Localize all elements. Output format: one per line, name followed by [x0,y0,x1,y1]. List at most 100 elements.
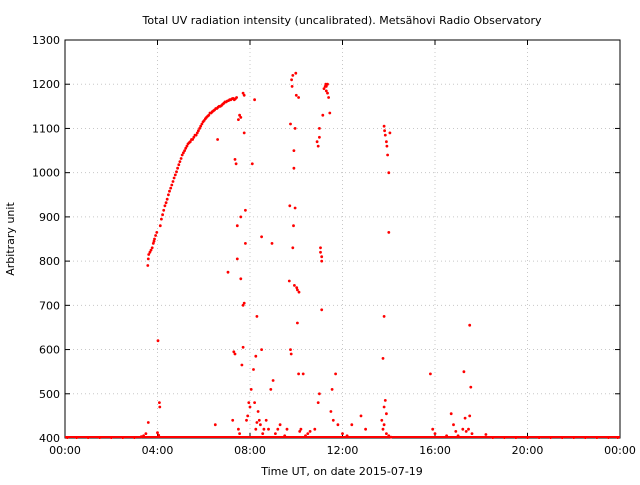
data-point [173,173,177,177]
data-point [293,206,297,210]
data-point [252,368,255,371]
y-tick-label: 400 [39,432,60,445]
data-point [152,239,156,243]
data-point [301,372,305,376]
data-point [244,208,247,212]
data-point [316,401,320,404]
data-point [464,430,468,433]
data-point [216,138,220,141]
data-point [237,118,240,121]
data-point [213,423,217,427]
data-point [329,410,333,413]
data-point [292,224,295,228]
data-point [295,286,299,289]
data-point [146,421,150,424]
data-point [188,140,192,144]
data-point [326,91,329,95]
data-point [171,180,175,183]
data-point [321,113,325,117]
y-tick-label: 900 [39,211,60,224]
data-point [320,308,324,312]
data-point [160,217,163,221]
data-point [383,133,387,137]
y-tick-label: 700 [39,299,60,312]
data-point [232,350,236,354]
data-point [291,74,295,77]
data-point [177,163,181,167]
data-point [182,151,185,155]
data-point [462,370,466,374]
data-point [328,111,332,115]
data-point [270,242,274,245]
data-point [297,290,301,294]
data-point [294,93,298,97]
data-point [253,401,256,404]
data-point [470,432,474,435]
data-point [382,124,386,128]
data-point [164,201,168,205]
data-point [387,231,391,234]
data-point [292,149,296,153]
data-point [150,246,154,250]
data-point [144,432,148,435]
data-point [380,418,384,422]
data-point [276,427,280,431]
data-point [318,126,321,130]
data-point [146,264,150,267]
data-point [461,427,465,431]
data-point [239,116,243,119]
data-point [320,255,324,259]
data-point [381,357,385,360]
data-point [238,113,242,117]
data-point [452,423,455,427]
data-point [200,122,204,126]
data-point [285,427,289,431]
data-point [156,339,160,343]
data-point [158,224,162,228]
data-point [364,427,367,431]
data-point [237,427,240,431]
data-point [468,414,472,418]
data-point [469,385,473,389]
data-point [290,78,293,82]
data-point [235,224,239,228]
data-series [65,71,620,439]
data-point [191,138,195,141]
data-point [318,392,321,396]
x-tick-label: 12:00 [327,444,359,457]
y-tick-label: 600 [39,344,60,357]
data-point [254,354,258,358]
data-point [320,259,324,263]
data-point [382,405,386,409]
chart-title: Total UV radiation intensity (uncalibrat… [142,14,542,27]
data-point [259,423,262,427]
x-tick-label: 20:00 [512,444,544,457]
data-point [385,144,389,148]
data-point [299,427,303,431]
data-point [198,126,202,130]
data-point [288,204,292,208]
data-point [385,140,388,144]
data-point [433,432,437,435]
data-point [463,416,467,420]
data-point [318,135,321,139]
data-point [155,231,159,234]
data-point [161,213,165,217]
data-point [156,431,159,435]
data-point [254,427,258,431]
data-point [382,423,386,427]
data-point [168,189,171,193]
data-point [233,352,237,356]
data-point [244,242,247,245]
data-point [192,135,196,139]
x-tick-label: 16:00 [419,444,451,457]
y-tick-label: 800 [39,255,60,268]
data-point [170,183,174,187]
data-point [239,215,243,219]
y-tick-label: 1300 [32,34,60,47]
data-point [153,237,156,241]
data-point [297,96,300,99]
data-point [296,321,299,325]
data-point [184,146,188,150]
data-point [293,284,296,287]
